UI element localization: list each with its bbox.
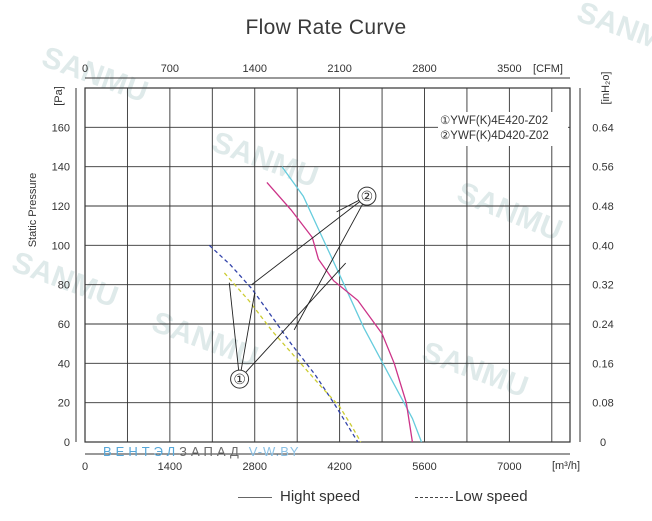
chart-title: Flow Rate Curve bbox=[245, 16, 407, 39]
legend-low-label: Low speed bbox=[455, 488, 528, 505]
y2-tick-label: 0.24 bbox=[592, 319, 613, 331]
model-legend-entry: ①YWF(K)4E420-Z02 bbox=[440, 115, 548, 127]
y2-tick-label: 0.48 bbox=[592, 201, 613, 213]
watermark-text: SANMU bbox=[208, 126, 323, 195]
pointer-marker-label: ② bbox=[361, 188, 374, 204]
pointer-marker-label: ① bbox=[233, 371, 246, 387]
x2-tick-label: 1400 bbox=[243, 63, 267, 75]
x2-tick-label: 700 bbox=[161, 63, 179, 75]
series-layer bbox=[208, 166, 423, 443]
pointer-marker-circle bbox=[357, 186, 377, 206]
y2-tick-label: 0.40 bbox=[592, 240, 613, 252]
tick-labels: 0 20 40 60 80 100 120 140 160 0 0.08 0.16 0.24 0.32 0.… bbox=[27, 63, 614, 473]
y-axis-title: Static Pressure bbox=[27, 173, 39, 248]
y-tick-label: 80 bbox=[58, 280, 70, 292]
x2-tick-label: 2100 bbox=[327, 63, 351, 75]
y-unit-label: [Pa] bbox=[53, 86, 65, 106]
pointer-marker-circle bbox=[230, 369, 250, 389]
pointer-line bbox=[239, 262, 347, 380]
x-tick-label: 1400 bbox=[158, 461, 182, 473]
dashed-line-swatch bbox=[415, 496, 453, 498]
series-line bbox=[208, 244, 359, 443]
x2-tick-label: 2800 bbox=[412, 63, 436, 75]
x-unit-label: [m³/h] bbox=[552, 460, 580, 472]
y2-tick-label: 0.08 bbox=[592, 398, 613, 410]
pointer-line bbox=[251, 195, 368, 286]
watermark-text: SANMU bbox=[148, 306, 263, 375]
watermark-text: SANMU bbox=[418, 336, 533, 405]
x-tick-label: 5600 bbox=[412, 461, 436, 473]
y-tick-label: 40 bbox=[58, 358, 70, 370]
model-legend-background bbox=[438, 112, 568, 146]
series-line bbox=[266, 181, 414, 443]
watermark-text: SANMU bbox=[573, 0, 652, 64]
y-tick-label: 160 bbox=[52, 122, 70, 134]
axes bbox=[75, 77, 581, 455]
x-tick-label: 0 bbox=[82, 461, 88, 473]
pointer-line bbox=[228, 282, 241, 380]
model-legend-entry: ②YWF(K)4D420-Z02 bbox=[440, 130, 549, 142]
y-tick-label: 20 bbox=[58, 398, 70, 410]
legend-high-speed: Hight speed bbox=[238, 488, 360, 505]
brand-part-3: V-W.BY bbox=[248, 444, 300, 459]
x2-unit-label: [CFM] bbox=[533, 63, 563, 75]
brand-part-1: ВЕНТЭЛ bbox=[103, 444, 180, 459]
brand-part-2: ЗАПАД bbox=[179, 444, 243, 459]
y-tick-label: 60 bbox=[58, 319, 70, 331]
x2-tick-label: 3500 bbox=[497, 63, 521, 75]
x-tick-label: 4200 bbox=[327, 461, 351, 473]
pointer-layer: ①② bbox=[228, 186, 377, 389]
y2-tick-label: 0 bbox=[600, 437, 606, 449]
y2-unit-label: [inH₂o] bbox=[600, 71, 612, 104]
legend-low-speed: Low speed bbox=[415, 488, 528, 505]
y2-tick-label: 0.64 bbox=[592, 122, 613, 134]
y2-tick-label: 0.32 bbox=[592, 280, 613, 292]
y2-tick-label: 0.56 bbox=[592, 162, 613, 174]
pointer-line bbox=[239, 292, 256, 380]
x2-tick-label: 0 bbox=[82, 63, 88, 75]
y-tick-label: 120 bbox=[52, 201, 70, 213]
y-tick-label: 140 bbox=[52, 162, 70, 174]
y2-tick-label: 0.16 bbox=[592, 358, 613, 370]
x-tick-label: 7000 bbox=[497, 461, 521, 473]
y-tick-label: 0 bbox=[64, 437, 70, 449]
solid-line-swatch bbox=[238, 496, 272, 498]
brand-watermark: ВЕНТЭЛЗАПАД V-W.BY bbox=[103, 444, 300, 459]
series-line bbox=[281, 166, 423, 443]
x-tick-label: 2800 bbox=[243, 461, 267, 473]
legend-high-label: Hight speed bbox=[280, 488, 361, 505]
pointer-line bbox=[293, 195, 368, 331]
y-tick-label: 100 bbox=[52, 240, 70, 252]
plot-frame bbox=[84, 87, 571, 443]
model-legend: ①YWF(K)4E420-Z02 ②YWF(K)4D420-Z02 bbox=[438, 112, 568, 146]
